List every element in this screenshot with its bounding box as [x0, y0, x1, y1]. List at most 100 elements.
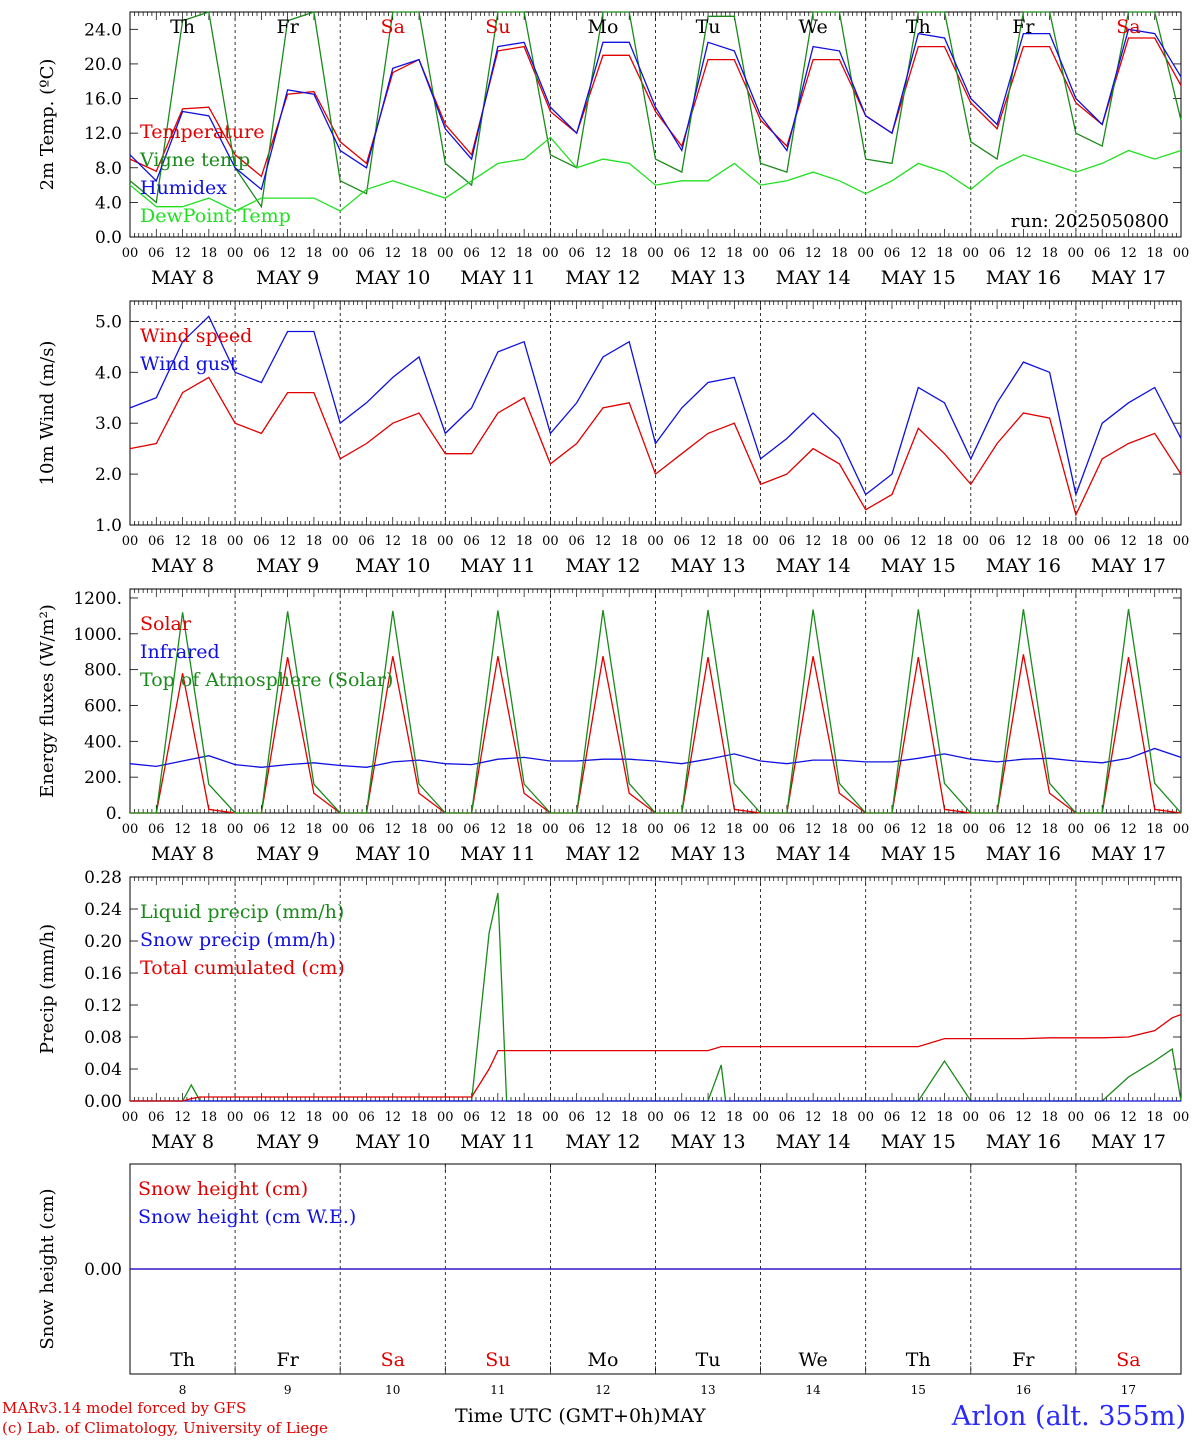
- x-hour-label: 06: [568, 246, 585, 261]
- x-date-label: MAY 16: [986, 843, 1061, 865]
- x-hour-label: 00: [332, 534, 349, 549]
- weekday-label: Tu: [696, 1349, 721, 1371]
- x-hour-label: 00: [542, 246, 559, 261]
- x-hour-label: 06: [358, 246, 375, 261]
- x-date-label: MAY 14: [776, 843, 851, 865]
- x-date-number: 9: [284, 1383, 292, 1395]
- x-hour-label: 06: [568, 822, 585, 837]
- y-tick-label: 200.: [84, 768, 122, 788]
- legend-entry: Humidex: [140, 177, 227, 199]
- x-hour-label: 06: [1094, 822, 1111, 837]
- x-hour-label: 00: [122, 246, 139, 261]
- x-hour-label: 00: [1173, 246, 1190, 261]
- x-date-label: MAY 15: [881, 1131, 956, 1153]
- y-tick-label: 800.: [84, 661, 122, 681]
- x-hour-label: 12: [384, 534, 401, 549]
- x-hour-label: 12: [490, 534, 507, 549]
- weekday-label: Fr: [277, 1349, 300, 1371]
- x-hour-label: 18: [1041, 822, 1058, 837]
- x-hour-label: 00: [227, 822, 244, 837]
- series-line: [130, 1013, 1182, 1102]
- x-hour-label: 00: [437, 822, 454, 837]
- legend-entry: Total cumulated (cm): [140, 957, 345, 979]
- x-hour-label: 12: [595, 534, 612, 549]
- x-hour-label: 18: [726, 534, 743, 549]
- x-hour-label: 00: [542, 534, 559, 549]
- footer-station-name: Arlon (alt. 355m): [951, 1401, 1186, 1432]
- x-hour-label: 00: [332, 1110, 349, 1125]
- x-date-label: MAY 11: [460, 555, 535, 577]
- x-hour-label: 06: [463, 246, 480, 261]
- footer-time-axis-label: Time UTC (GMT+0h)MAY: [455, 1405, 706, 1427]
- x-hour-label: 12: [384, 822, 401, 837]
- x-hour-label: 12: [1015, 534, 1032, 549]
- x-hour-label: 00: [857, 822, 874, 837]
- x-hour-label: 06: [358, 1110, 375, 1125]
- x-hour-label: 12: [910, 534, 927, 549]
- x-hour-label: 00: [122, 822, 139, 837]
- x-hour-label: 00: [1068, 1110, 1085, 1125]
- x-hour-label: 00: [752, 822, 769, 837]
- x-hour-label: 12: [1120, 534, 1137, 549]
- y-tick-label: 24.0: [84, 20, 122, 40]
- weekday-label: Fr: [277, 16, 300, 38]
- x-hour-label: 00: [437, 246, 454, 261]
- x-hour-label: 06: [148, 534, 165, 549]
- x-hour-label: 00: [963, 822, 980, 837]
- y-tick-label: 4.0: [95, 193, 122, 213]
- y-tick-label: 0.04: [84, 1060, 122, 1080]
- legend-entry: Snow height (cm): [138, 1178, 308, 1200]
- x-hour-label: 12: [490, 822, 507, 837]
- x-hour-label: 06: [253, 1110, 270, 1125]
- x-hour-label: 06: [989, 1110, 1006, 1125]
- x-hour-label: 00: [1173, 822, 1190, 837]
- y-tick-label: 0.16: [84, 964, 122, 984]
- x-date-label: MAY 9: [256, 843, 319, 865]
- x-hour-label: 12: [490, 246, 507, 261]
- x-hour-label: 12: [1015, 246, 1032, 261]
- y-axis-label: 10m Wind (m/s): [37, 341, 58, 486]
- legend-entry: Liquid precip (mm/h): [140, 901, 344, 923]
- x-hour-label: 18: [1146, 1110, 1163, 1125]
- x-hour-label: 18: [411, 822, 428, 837]
- x-date-number: 10: [385, 1383, 400, 1395]
- x-hour-label: 18: [936, 1110, 953, 1125]
- x-hour-label: 18: [201, 246, 218, 261]
- y-tick-label: 0.: [106, 804, 122, 824]
- series-line: [129, 11, 1182, 209]
- x-date-label: MAY 16: [986, 555, 1061, 577]
- x-hour-label: 18: [831, 246, 848, 261]
- x-hour-label: 06: [253, 822, 270, 837]
- y-tick-label: 1.0: [95, 516, 122, 536]
- x-hour-label: 18: [831, 822, 848, 837]
- x-hour-label: 12: [805, 534, 822, 549]
- y-tick-label: 3.0: [95, 414, 122, 434]
- legend-entry: Temperature: [140, 121, 264, 143]
- weekday-label: Fr: [1012, 16, 1035, 38]
- x-date-label: MAY 10: [355, 843, 430, 865]
- x-date-label: MAY 9: [256, 267, 319, 289]
- weekday-label: Th: [906, 1349, 931, 1371]
- x-hour-label: 00: [227, 246, 244, 261]
- x-hour-label: 00: [963, 1110, 980, 1125]
- x-date-label: MAY 11: [460, 267, 535, 289]
- legend-entry: Wind speed: [140, 325, 252, 347]
- x-hour-label: 12: [805, 822, 822, 837]
- y-axis-label: 2m Temp. (ºC): [37, 59, 58, 191]
- series-line: [129, 136, 1182, 212]
- x-hour-label: 18: [516, 1110, 533, 1125]
- x-hour-label: 12: [279, 246, 296, 261]
- y-tick-label: 0.28: [84, 868, 122, 888]
- x-hour-label: 12: [910, 246, 927, 261]
- weekday-label: Sa: [381, 16, 405, 38]
- x-date-label: MAY 8: [151, 843, 214, 865]
- x-date-label: MAY 8: [151, 267, 214, 289]
- x-date-number: 12: [595, 1383, 610, 1395]
- x-date-number: 17: [1121, 1383, 1136, 1395]
- x-hour-label: 12: [174, 246, 191, 261]
- x-date-label: MAY 13: [670, 1131, 745, 1153]
- x-date-label: MAY 17: [1091, 843, 1166, 865]
- panel-2: [129, 300, 1182, 526]
- x-hour-label: 12: [279, 1110, 296, 1125]
- x-hour-label: 18: [831, 1110, 848, 1125]
